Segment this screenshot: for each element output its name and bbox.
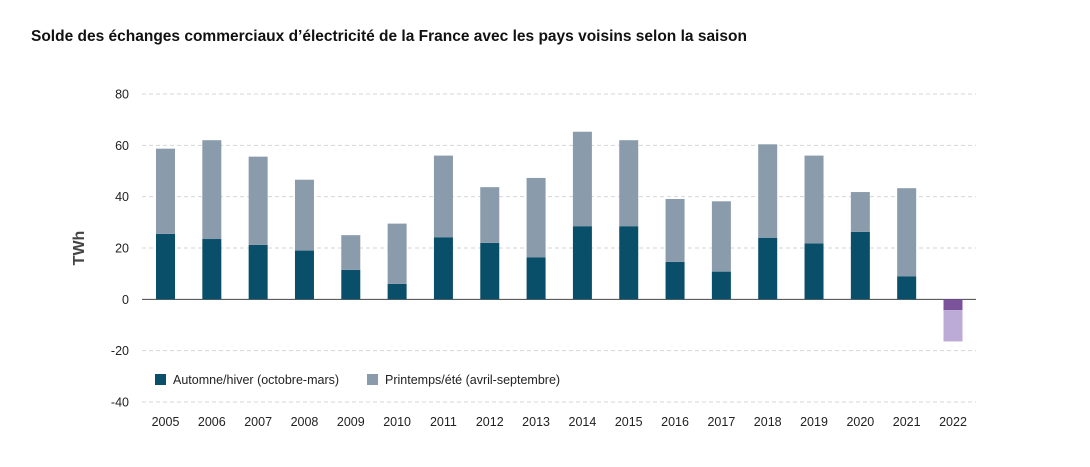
x-tick-label: 2012 <box>476 415 504 429</box>
x-tick-label: 2013 <box>522 415 550 429</box>
bar-segment-automne-hiver-2021 <box>897 276 917 300</box>
bar-segment-printemps-ete-2005 <box>156 148 175 234</box>
bars <box>156 131 963 342</box>
bar-segment-printemps-ete-2010 <box>387 223 407 284</box>
bar-segment-automne-hiver-2007 <box>248 244 268 300</box>
bar-segment-automne-hiver-2017 <box>711 271 731 300</box>
bar-segment-automne-hiver-2011 <box>433 237 453 300</box>
bar-segment-automne-hiver-2022 <box>943 299 963 311</box>
bar-segment-printemps-ete-2011 <box>433 155 453 238</box>
bar-segment-printemps-ete-2014 <box>572 131 592 227</box>
bar-segment-printemps-ete-2008 <box>294 179 314 251</box>
x-tick-label: 2017 <box>707 415 735 429</box>
legend-label-printemps-ete: Printemps/été (avril-septembre) <box>385 373 560 387</box>
x-tick-label: 2010 <box>383 415 411 429</box>
y-tick-label: 0 <box>122 293 129 307</box>
x-tick-label: 2021 <box>893 415 921 429</box>
bar-segment-automne-hiver-2006 <box>202 239 222 300</box>
y-tick-label: 20 <box>115 242 129 256</box>
x-tick-label: 2006 <box>198 415 226 429</box>
bar-segment-printemps-ete-2022 <box>943 310 963 342</box>
y-tick-label: -40 <box>111 396 129 410</box>
x-tick-label: 2020 <box>846 415 874 429</box>
x-tick-label: 2011 <box>430 415 457 429</box>
x-tick-label: 2018 <box>754 415 782 429</box>
x-tick-label: 2008 <box>291 415 319 429</box>
bar-segment-printemps-ete-2016 <box>665 198 685 262</box>
legend: Automne/hiver (octobre-mars) Printemps/ét… <box>155 373 560 387</box>
bar-segment-automne-hiver-2018 <box>758 237 778 300</box>
bar-segment-printemps-ete-2015 <box>619 140 639 227</box>
chart-title: Solde des échanges commerciaux d’électri… <box>31 28 747 45</box>
gridlines <box>142 93 976 403</box>
bar-segment-automne-hiver-2008 <box>294 250 314 300</box>
y-tick-label: 80 <box>115 88 129 102</box>
y-axis-label: TWh <box>71 231 88 266</box>
x-tick-label: 2022 <box>939 415 967 429</box>
bar-segment-automne-hiver-2015 <box>619 226 639 300</box>
bar-segment-automne-hiver-2013 <box>526 257 546 300</box>
bar-segment-automne-hiver-2010 <box>387 283 407 300</box>
bar-segment-automne-hiver-2020 <box>850 231 870 300</box>
legend-swatch-printemps-ete <box>367 374 378 385</box>
bar-segment-printemps-ete-2007 <box>248 156 268 245</box>
y-axis-ticks: 80 60 40 20 0 -20 -40 <box>111 88 129 410</box>
bar-segment-printemps-ete-2021 <box>897 188 917 277</box>
bar-segment-printemps-ete-2012 <box>480 187 500 243</box>
x-axis-ticks: 2005 2006 2007 2008 2009 2010 2011 2012 2013 2014… <box>152 415 967 429</box>
legend-label-automne-hiver: Automne/hiver (octobre-mars) <box>173 373 339 387</box>
bar-segment-automne-hiver-2016 <box>665 261 685 300</box>
bar-segment-automne-hiver-2019 <box>804 243 824 300</box>
y-tick-label: -20 <box>111 344 129 358</box>
bar-segment-printemps-ete-2013 <box>526 177 546 258</box>
bar-segment-automne-hiver-2009 <box>341 269 361 300</box>
x-tick-label: 2019 <box>800 415 828 429</box>
x-tick-label: 2015 <box>615 415 643 429</box>
y-tick-label: 40 <box>115 190 129 204</box>
bar-segment-printemps-ete-2006 <box>202 140 222 240</box>
bar-segment-automne-hiver-2012 <box>480 242 500 300</box>
x-tick-label: 2007 <box>244 415 272 429</box>
legend-swatch-automne-hiver <box>155 374 166 385</box>
bar-segment-printemps-ete-2009 <box>341 235 361 270</box>
x-tick-label: 2016 <box>661 415 689 429</box>
x-tick-label: 2009 <box>337 415 365 429</box>
x-tick-label: 2005 <box>152 415 180 429</box>
bar-segment-printemps-ete-2020 <box>850 192 870 232</box>
x-tick-label: 2014 <box>569 415 597 429</box>
bar-segment-printemps-ete-2018 <box>758 144 778 238</box>
bar-segment-automne-hiver-2005 <box>156 233 175 300</box>
bar-segment-printemps-ete-2019 <box>804 155 824 244</box>
bar-segment-printemps-ete-2017 <box>711 201 731 272</box>
y-tick-label: 60 <box>115 139 129 153</box>
bar-segment-automne-hiver-2014 <box>572 226 592 300</box>
